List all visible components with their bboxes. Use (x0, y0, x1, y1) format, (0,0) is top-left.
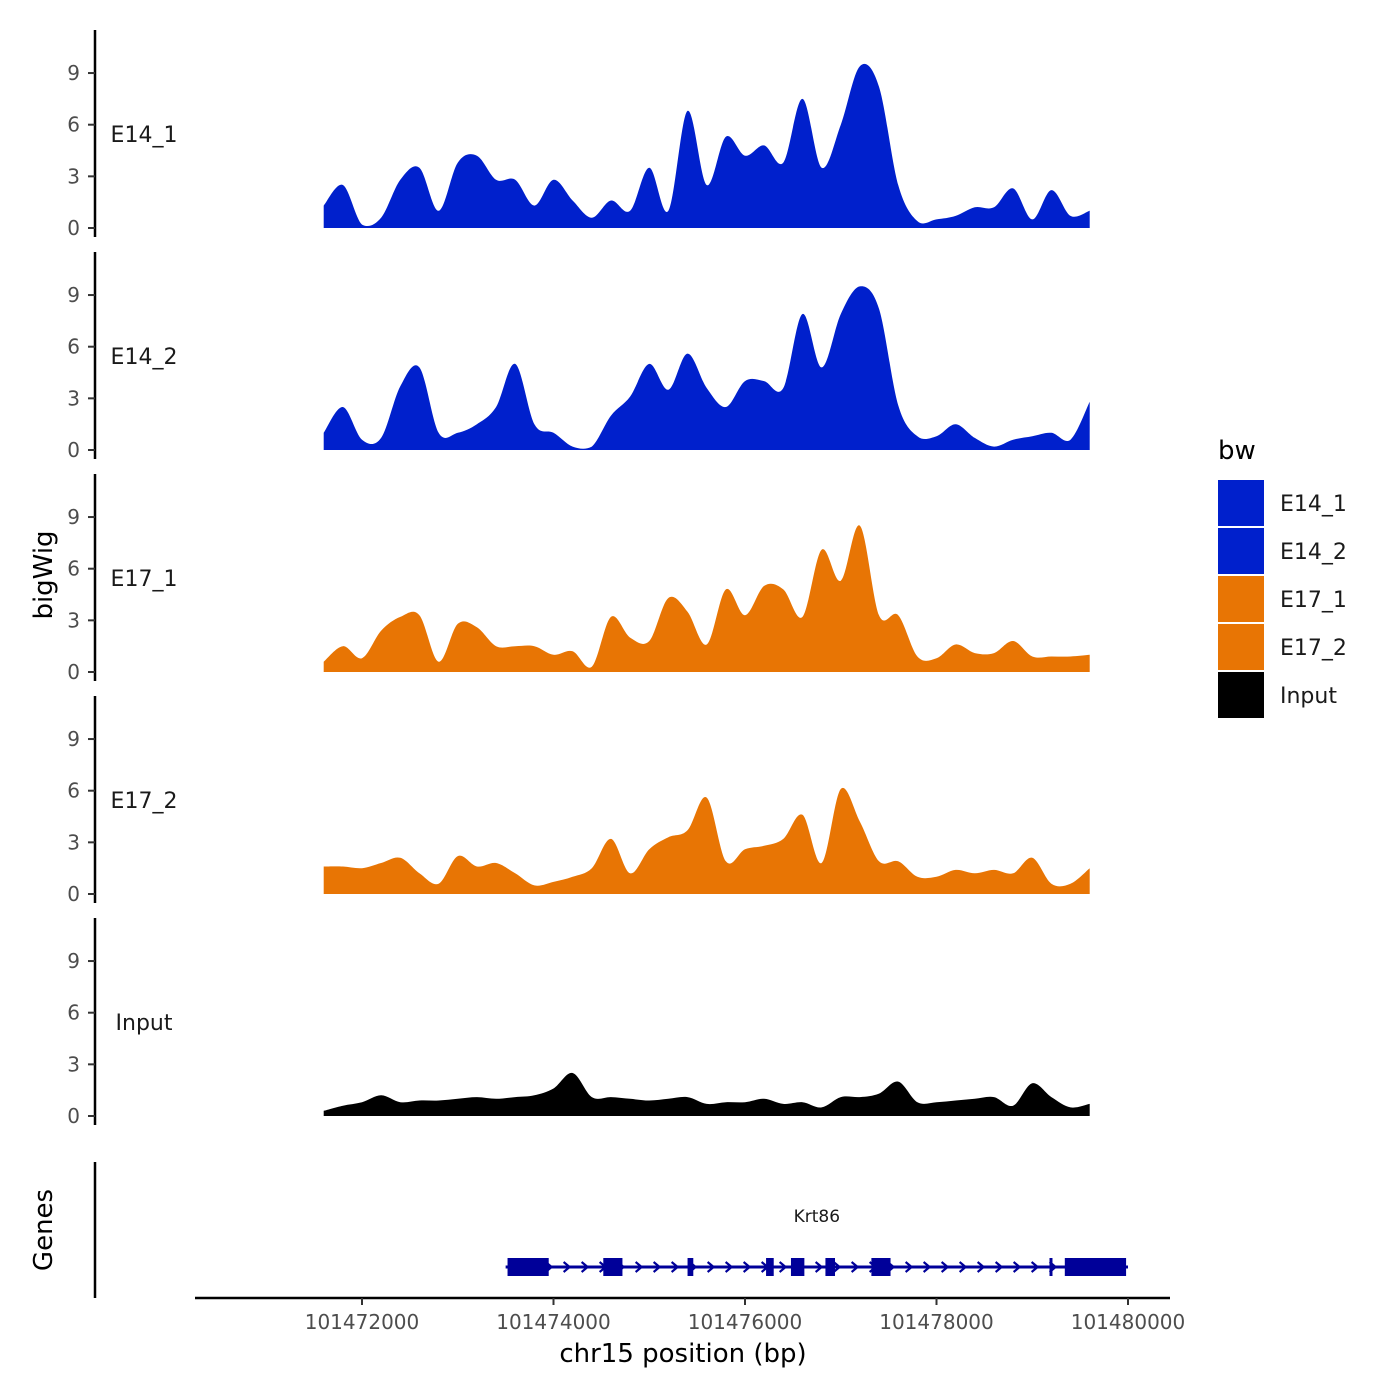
track-E14_2: 0 3 6 9 E14_2 (67, 252, 1090, 462)
x-tick-label: 101474000 (496, 1310, 611, 1334)
strand-arrow (562, 1261, 572, 1273)
y-tick-label: 3 (67, 1052, 80, 1076)
exon (603, 1258, 623, 1276)
y-tick-label: 9 (67, 949, 80, 973)
x-axis: 101472000 101474000 101476000 101478000 1014… (195, 1296, 1186, 1334)
y-tick-label: 0 (67, 882, 80, 906)
strand-arrow (724, 1261, 734, 1273)
legend-key-E14_2 (1218, 528, 1264, 574)
track-E17_2: 0 3 6 9 E17_2 (67, 696, 1090, 906)
strand-arrow (904, 1261, 914, 1273)
exon (790, 1258, 805, 1276)
signal-area-E14_2 (323, 286, 1090, 450)
signal-area-E17_2 (323, 787, 1090, 894)
strand-arrow (958, 1261, 968, 1273)
strand-arrow (850, 1261, 860, 1273)
legend: bw E14_1 E14_2 E17_1 E17_2 Input (1218, 436, 1347, 718)
gene-model-krt86 (505, 1258, 1128, 1276)
legend-key-E17_1 (1218, 576, 1264, 622)
track-label-E14_2: E14_2 (111, 345, 178, 370)
legend-key-Input (1218, 672, 1264, 718)
exon (687, 1258, 694, 1276)
strand-arrow (652, 1261, 662, 1273)
strand-arrow (580, 1261, 590, 1273)
y-tick-label: 0 (67, 216, 80, 240)
strand-arrow (634, 1261, 644, 1273)
y-tick-label: 9 (67, 61, 80, 85)
legend-label-Input: Input (1280, 684, 1337, 709)
strand-arrow (922, 1261, 932, 1273)
exon (766, 1258, 774, 1276)
strand-arrow (706, 1261, 716, 1273)
y-tick-label: 9 (67, 505, 80, 529)
track-label-E14_1: E14_1 (111, 123, 178, 148)
strand-arrow (778, 1261, 788, 1273)
exon (1064, 1258, 1127, 1276)
genes-axis-title: Genes (29, 1189, 59, 1271)
legend-label-E14_2: E14_2 (1280, 540, 1347, 565)
y-tick-label: 3 (67, 830, 80, 854)
y-tick-label: 6 (67, 335, 80, 359)
y-tick-label: 6 (67, 779, 80, 803)
y-tick-label: 6 (67, 113, 80, 137)
legend-key-E17_2 (1218, 624, 1264, 670)
y-tick-label: 3 (67, 164, 80, 188)
signal-area-E14_1 (323, 63, 1090, 228)
track-label-E17_1: E17_1 (111, 567, 178, 592)
y-tick-label: 6 (67, 1001, 80, 1025)
y-tick-label: 0 (67, 1104, 80, 1128)
strand-arrow (1030, 1261, 1040, 1273)
signal-tracks: 0 3 6 9 E14_1 0 3 6 9 E14_2 0 3 6 9 E17_1 0 3 6 9 E17_2 0 3 6 9… (67, 30, 1090, 1128)
track-E17_1: 0 3 6 9 E17_1 (67, 474, 1090, 684)
x-tick-label: 101480000 (1071, 1310, 1186, 1334)
legend-label-E17_2: E17_2 (1280, 636, 1347, 661)
gene-track: Krt86 (93, 1162, 1128, 1298)
strand-arrow (1012, 1261, 1022, 1273)
exon (507, 1258, 549, 1276)
track-E14_1: 0 3 6 9 E14_1 (67, 30, 1090, 240)
x-tick-label: 101476000 (688, 1310, 803, 1334)
legend-key-E14_1 (1218, 480, 1264, 526)
y-tick-label: 3 (67, 608, 80, 632)
x-tick-label: 101478000 (879, 1310, 994, 1334)
x-tick-label: 101472000 (305, 1310, 420, 1334)
strand-arrow (976, 1261, 986, 1273)
strand-arrow (670, 1261, 680, 1273)
legend-label-E14_1: E14_1 (1280, 492, 1347, 517)
strand-arrow (742, 1261, 752, 1273)
y-tick-label: 9 (67, 727, 80, 751)
strand-arrow (832, 1261, 842, 1273)
y-axis-title: bigWig (29, 530, 59, 619)
y-tick-label: 6 (67, 557, 80, 581)
exon (825, 1258, 836, 1276)
legend-title: bw (1218, 436, 1256, 466)
strand-arrow (940, 1261, 950, 1273)
y-tick-label: 9 (67, 283, 80, 307)
y-tick-label: 3 (67, 386, 80, 410)
y-tick-label: 0 (67, 660, 80, 684)
gene-label: Krt86 (794, 1207, 840, 1227)
exon (871, 1258, 891, 1276)
track-label-Input: Input (116, 1011, 173, 1036)
strand-arrow (814, 1261, 824, 1273)
legend-label-E17_1: E17_1 (1280, 588, 1347, 613)
y-tick-label: 0 (67, 438, 80, 462)
exon (1049, 1258, 1053, 1276)
track-Input: 0 3 6 9 Input (67, 918, 1090, 1128)
x-axis-title: chr15 position (bp) (559, 1339, 806, 1369)
strand-arrow (994, 1261, 1004, 1273)
track-label-E17_2: E17_2 (111, 789, 178, 814)
signal-area-E17_1 (323, 525, 1090, 672)
signal-area-Input (323, 1072, 1090, 1116)
